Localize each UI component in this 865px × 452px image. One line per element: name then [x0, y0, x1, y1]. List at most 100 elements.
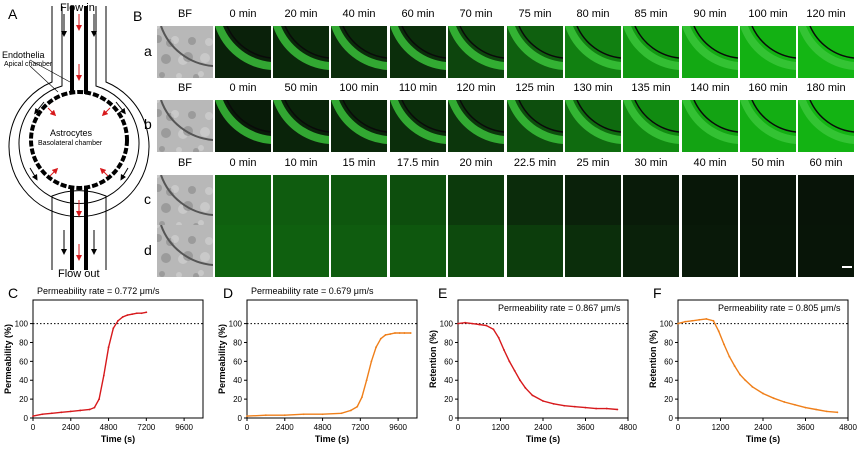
data-point — [50, 412, 53, 415]
data-point — [88, 408, 91, 411]
data-point — [370, 360, 373, 363]
y-axis-title: Permeability (%) — [3, 324, 13, 394]
data-point — [102, 374, 105, 377]
time-label: 85 min — [634, 8, 668, 20]
data-point — [32, 415, 34, 418]
fluorescence-image — [331, 175, 387, 227]
permeability-rate-label: Permeability rate = 0.772 μm/s — [37, 286, 160, 296]
data-point — [825, 410, 828, 413]
data-point — [60, 411, 63, 414]
fluorescence-image — [798, 175, 854, 227]
data-point — [98, 398, 101, 401]
x-tick-label: 2400 — [754, 423, 772, 432]
y-tick-label: 20 — [233, 395, 242, 404]
time-label: 40 min — [693, 157, 727, 169]
y-tick-label: 80 — [664, 338, 673, 347]
data-point — [739, 373, 741, 376]
y-tick-label: 80 — [19, 338, 28, 347]
series-line — [246, 332, 411, 417]
fluorescence-image — [565, 100, 621, 152]
y-axis-title: Retention (%) — [648, 330, 658, 388]
data-point — [384, 334, 387, 336]
row-letter-d: d — [144, 242, 152, 258]
data-point — [485, 324, 488, 327]
data-point — [684, 320, 686, 323]
data-point — [733, 365, 736, 367]
data-point — [403, 332, 406, 334]
fluorescence-image — [740, 225, 796, 277]
time-label: 125 min — [515, 82, 555, 94]
y-tick-label: 100 — [440, 320, 454, 329]
x-tick-label: 9600 — [175, 423, 193, 432]
y-tick-label: 80 — [233, 338, 242, 347]
data-point — [836, 411, 839, 414]
plot-frame — [457, 299, 629, 419]
y-tick-label: 60 — [444, 357, 453, 366]
fluorescence-image — [507, 100, 563, 152]
y-axis-title: Permeability (%) — [217, 324, 227, 394]
endothelia-label: Endothelia — [2, 50, 45, 60]
time-label: 160 min — [748, 82, 788, 94]
time-label: 0 min — [229, 8, 257, 20]
x-tick-label: 0 — [245, 423, 250, 432]
series-line — [677, 318, 838, 413]
data-point — [365, 379, 368, 382]
y-tick-label: 0 — [24, 414, 29, 423]
flow-in-label: Flow in — [60, 2, 95, 14]
time-label: BF — [177, 157, 193, 169]
data-point — [717, 330, 720, 333]
data-point — [112, 327, 115, 330]
y-tick-label: 0 — [449, 414, 454, 423]
data-point — [691, 319, 694, 322]
data-point — [728, 355, 731, 358]
y-tick-label: 40 — [19, 376, 28, 385]
x-tick-label: 0 — [456, 423, 461, 432]
row-letter-a: a — [144, 43, 152, 59]
flow-out-label: Flow out — [58, 268, 100, 280]
fluorescence-image — [273, 26, 329, 78]
fluorescence-image — [798, 100, 854, 152]
brightfield-image — [157, 175, 213, 227]
fluorescence-image — [215, 100, 271, 152]
time-label: 100 min — [748, 8, 788, 20]
time-label: 40 min — [342, 8, 376, 20]
data-point — [705, 317, 708, 320]
y-tick-label: 40 — [444, 376, 453, 385]
data-point — [394, 332, 396, 334]
time-label: 10 min — [284, 157, 318, 169]
data-point — [605, 407, 608, 410]
data-point — [712, 319, 715, 322]
data-point — [616, 408, 619, 411]
fluorescence-image — [507, 175, 563, 227]
time-label: 20 min — [459, 157, 493, 169]
data-point — [107, 346, 110, 349]
x-tick-label: 0 — [31, 423, 36, 432]
data-point — [283, 414, 286, 417]
fluorescence-image — [623, 225, 679, 277]
data-point — [457, 322, 459, 325]
fluorescence-image — [740, 175, 796, 227]
data-point — [69, 410, 72, 413]
data-point — [321, 413, 324, 416]
fluorescence-image — [448, 100, 504, 152]
data-point — [584, 406, 587, 409]
fluorescence-image — [390, 175, 446, 227]
plot-frame — [32, 299, 204, 419]
fluorescence-image — [623, 26, 679, 78]
data-point — [135, 312, 138, 315]
y-tick-label: 80 — [444, 338, 453, 347]
fluorescence-image — [448, 26, 504, 78]
time-label: 90 min — [693, 8, 727, 20]
data-point — [744, 379, 747, 382]
x-tick-label: 2400 — [534, 423, 552, 432]
data-point — [524, 386, 527, 389]
time-label: 100 min — [339, 82, 379, 94]
y-tick-label: 20 — [444, 395, 453, 404]
x-tick-label: 4800 — [839, 423, 857, 432]
x-tick-label: 7200 — [351, 423, 369, 432]
data-point — [698, 318, 701, 321]
data-point — [471, 322, 474, 325]
data-point — [379, 337, 382, 340]
panel-letter-c: C — [8, 285, 18, 301]
y-tick-label: 0 — [669, 414, 674, 423]
